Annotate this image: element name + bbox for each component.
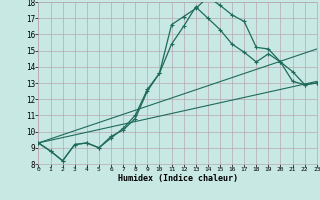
X-axis label: Humidex (Indice chaleur): Humidex (Indice chaleur) <box>118 174 238 183</box>
